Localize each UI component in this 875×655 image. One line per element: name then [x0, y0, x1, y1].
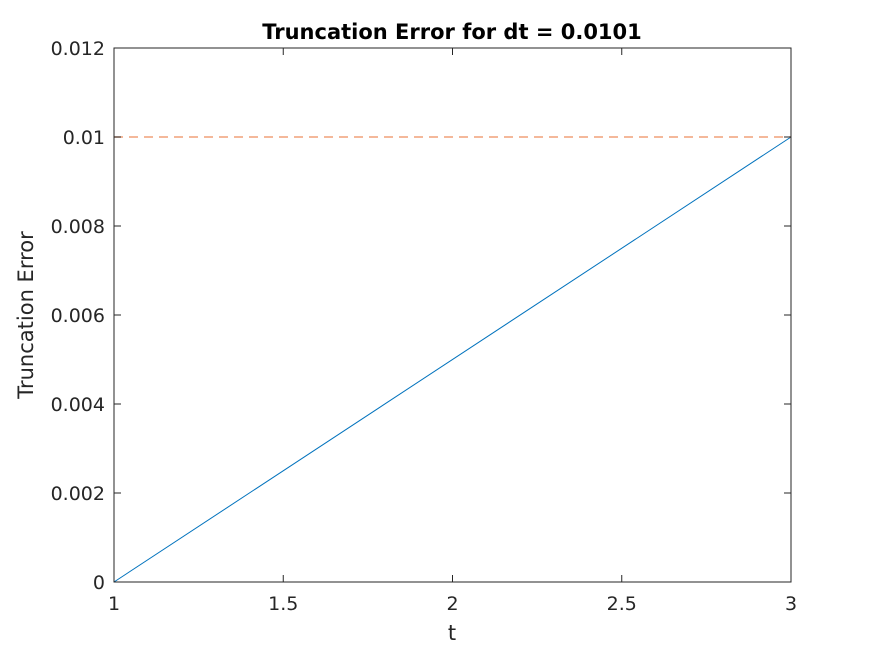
- y-tick-label: 0: [93, 572, 105, 594]
- y-axis-label: Truncation Error: [14, 231, 38, 400]
- y-tick-label: 0.008: [51, 216, 105, 238]
- x-tick-label: 1.5: [268, 593, 298, 615]
- x-tick-label: 2: [446, 593, 458, 615]
- y-tick-label: 0.006: [51, 305, 105, 327]
- series-line-truncation-error: [113, 136, 792, 583]
- x-tick-label: 3: [785, 593, 797, 615]
- plot-area: [114, 48, 791, 582]
- y-tick-label: 0.004: [51, 394, 105, 416]
- chart-title: Truncation Error for dt = 0.0101: [262, 20, 642, 44]
- x-tick-label: 2.5: [607, 593, 637, 615]
- series-layer: [113, 136, 792, 583]
- plot-frame: [113, 47, 792, 583]
- y-tick-label: 0.002: [51, 483, 105, 505]
- y-tick-label: 0.012: [51, 38, 105, 60]
- x-tick-label: 1: [108, 593, 120, 615]
- x-axis-label: t: [448, 621, 456, 645]
- ticks-layer: 1 1.5 2 2.5 3 0 0.002 0.004 0.006 0.008 0.01 0.012: [51, 38, 797, 615]
- y-tick-label: 0.01: [63, 127, 105, 149]
